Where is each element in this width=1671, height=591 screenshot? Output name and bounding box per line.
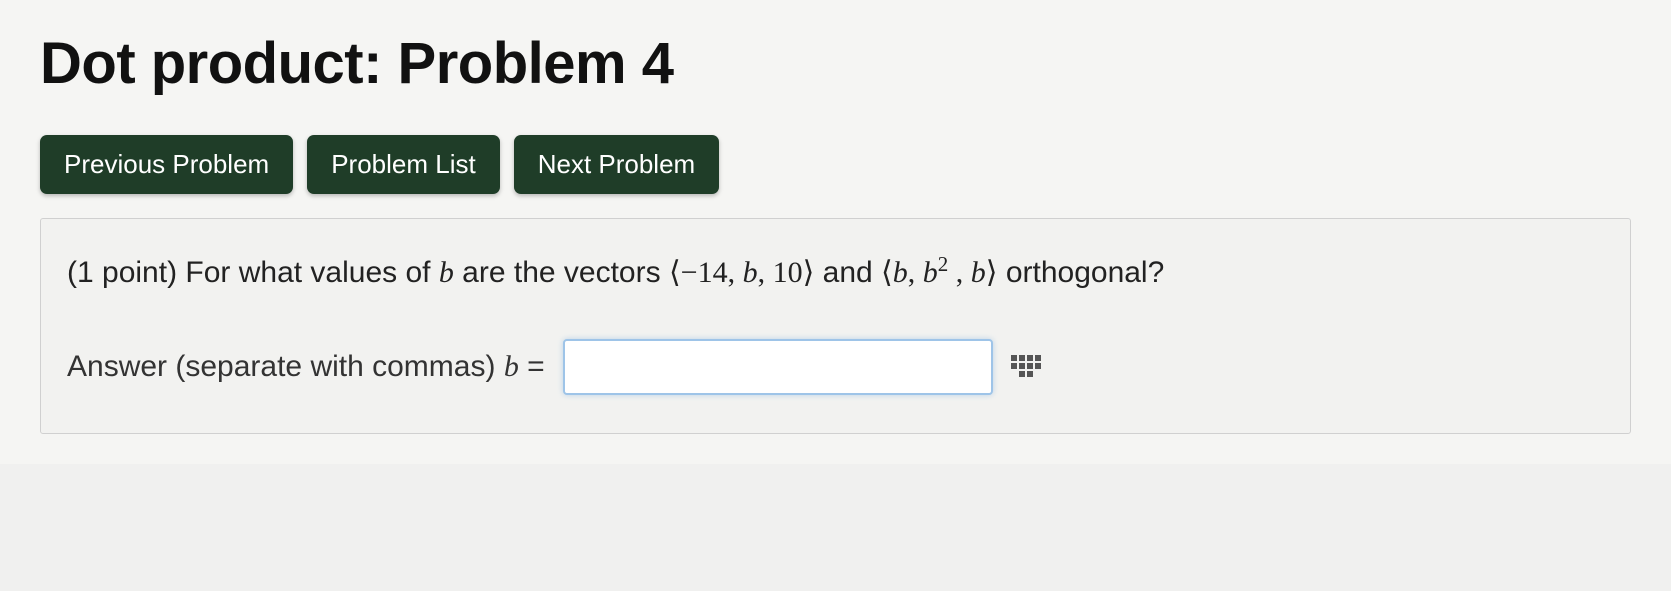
points-label: (1 point) (67, 256, 185, 289)
answer-label-pre: Answer (separate with commas) (67, 350, 504, 383)
q-part-2: are the vectors (454, 256, 669, 289)
answer-label: Answer (separate with commas) b = (67, 350, 545, 384)
problem-list-button[interactable]: Problem List (307, 135, 500, 194)
q-part-3: and (814, 256, 881, 289)
vec2-b: b (923, 256, 938, 289)
vec1-b: b (743, 256, 758, 289)
answer-input[interactable] (563, 339, 993, 395)
vec1-a: −14 (681, 256, 728, 289)
problem-box: (1 point) For what values of b are the v… (40, 218, 1631, 434)
vec2-open: ⟨ (881, 256, 893, 289)
page-container: Dot product: Problem 4 Previous Problem … (0, 0, 1671, 464)
vec1-sep1: , (728, 256, 743, 289)
q-part-1: For what values of (185, 256, 438, 289)
next-problem-button[interactable]: Next Problem (514, 135, 720, 194)
page-title: Dot product: Problem 4 (40, 30, 1631, 97)
answer-var-b: b (504, 350, 519, 383)
vec2-b-exp: 2 (938, 252, 949, 276)
vec2-sep1: , (908, 256, 923, 289)
answer-row: Answer (separate with commas) b = (67, 339, 1604, 395)
vec2-close: ⟩ (986, 256, 998, 289)
vec1-c: 10 (773, 256, 803, 289)
question-text: (1 point) For what values of b are the v… (67, 249, 1604, 295)
vec2-c: b (971, 256, 986, 289)
previous-problem-button[interactable]: Previous Problem (40, 135, 293, 194)
nav-row: Previous Problem Problem List Next Probl… (40, 135, 1631, 194)
vec2-sep2: , (948, 256, 971, 289)
answer-eq: = (519, 350, 545, 383)
vec2-a: b (893, 256, 908, 289)
keypad-icon[interactable] (1011, 355, 1043, 379)
vec1-open: ⟨ (669, 256, 681, 289)
vec1-sep2: , (758, 256, 773, 289)
var-b-1: b (439, 256, 454, 289)
q-part-4: orthogonal? (997, 256, 1164, 289)
vec1-close: ⟩ (803, 256, 815, 289)
